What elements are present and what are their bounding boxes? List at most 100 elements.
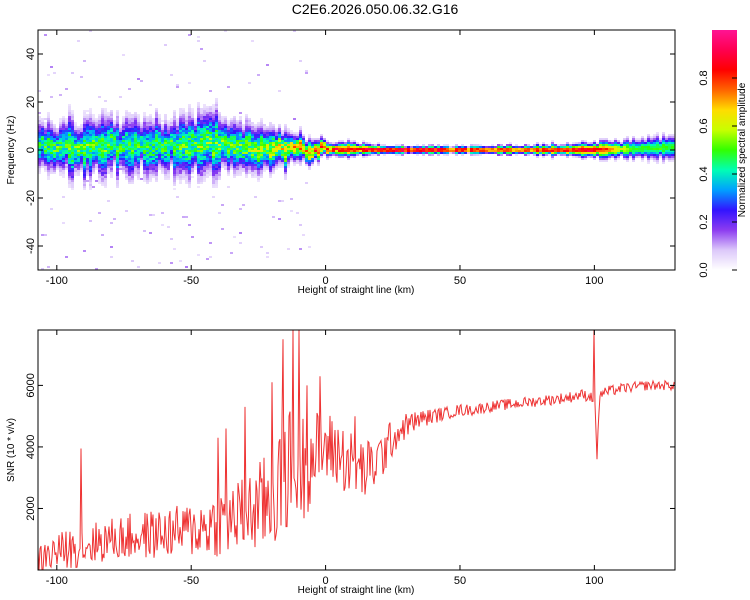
spectrogram-cell xyxy=(242,130,245,132)
spectrogram-cell xyxy=(593,142,596,144)
y-tick-label: 4000 xyxy=(25,435,37,459)
spectrogram-cell xyxy=(320,150,323,152)
spectrogram-cell xyxy=(266,138,269,140)
spectrogram-cell xyxy=(587,142,590,144)
spectrogram-cell xyxy=(434,148,437,150)
spectrogram-cell xyxy=(581,146,584,148)
spectrogram-cell xyxy=(152,158,155,160)
spectrogram-cell xyxy=(89,178,92,180)
spectrogram-cell xyxy=(293,160,296,162)
spectrogram-cell xyxy=(278,142,281,144)
spectrogram-cell xyxy=(194,120,197,122)
spectrogram-cell xyxy=(191,126,194,128)
spectrogram-cell xyxy=(254,142,257,144)
spectrogram-cell xyxy=(158,146,161,148)
spectrogram-cell xyxy=(113,126,116,128)
spectrogram-cell xyxy=(62,124,65,126)
spectrogram-cell xyxy=(521,148,524,150)
spectrogram-cell xyxy=(254,134,257,136)
spectrogram-cell xyxy=(125,112,128,114)
spectrogram-cell xyxy=(107,118,110,120)
spectrogram-cell xyxy=(656,158,659,160)
spectrogram-cell xyxy=(197,114,200,116)
spectrogram-cell xyxy=(110,128,113,130)
spectrogram-cell xyxy=(248,172,251,174)
spectrogram-cell xyxy=(629,144,632,146)
spectrogram-cell xyxy=(197,138,200,140)
spectrogram-cell xyxy=(95,268,98,270)
spectrogram-cell xyxy=(647,144,650,146)
spectrogram-cell xyxy=(83,138,86,140)
spectrogram-cell xyxy=(110,132,113,134)
spectrogram-cell xyxy=(143,114,146,116)
spectrogram-cell xyxy=(203,154,206,156)
spectrogram-cell xyxy=(197,102,200,104)
spectrogram-cell xyxy=(83,110,86,112)
spectrogram-cell xyxy=(257,140,260,142)
spectrogram-cell xyxy=(44,156,47,158)
spectrogram-cell xyxy=(89,30,92,32)
spectrogram-cell xyxy=(203,150,206,152)
spectrogram-cell xyxy=(131,166,134,168)
spectrogram-cell xyxy=(440,148,443,150)
spectrogram-cell xyxy=(203,168,206,170)
spectrogram-cell xyxy=(266,132,269,134)
spectrogram-cell xyxy=(65,140,68,142)
spectrogram-cell xyxy=(359,152,362,154)
spectrogram-cell xyxy=(149,128,152,130)
spectrogram-cell xyxy=(269,158,272,160)
spectrogram-cell xyxy=(473,144,476,146)
spectrogram-cell xyxy=(116,184,119,186)
spectrogram-cell xyxy=(194,158,197,160)
spectrogram-cell xyxy=(239,170,242,172)
spectrogram-cell xyxy=(167,150,170,152)
spectrogram-cell xyxy=(212,110,215,112)
spectrogram-cell xyxy=(497,148,500,150)
spectrogram-cell xyxy=(137,146,140,148)
spectrogram-cell xyxy=(650,156,653,158)
spectrogram-cell xyxy=(512,152,515,154)
spectrogram-cell xyxy=(554,154,557,156)
spectrogram-cell xyxy=(611,142,614,144)
spectrogram-cell xyxy=(113,158,116,160)
spectrogram-cell xyxy=(308,138,311,140)
spectrogram-cell xyxy=(386,148,389,150)
spectrogram-cell xyxy=(251,150,254,152)
spectrogram-cell xyxy=(365,154,368,156)
spectrogram-cell xyxy=(41,140,44,142)
spectrogram-cell xyxy=(155,162,158,164)
spectrogram-cell xyxy=(101,164,104,166)
spectrogram-cell xyxy=(119,128,122,130)
spectrogram-cell xyxy=(362,144,365,146)
spectrogram-cell xyxy=(212,144,215,146)
spectrogram-cell xyxy=(98,176,101,178)
spectrogram-cell xyxy=(197,110,200,112)
spectrogram-cell xyxy=(599,138,602,140)
spectrogram-cell xyxy=(185,170,188,172)
spectrogram-cell xyxy=(239,130,242,132)
spectrogram-cell xyxy=(95,136,98,138)
spectrogram-cell xyxy=(575,146,578,148)
spectrogram-cell xyxy=(143,116,146,118)
spectrogram-cell xyxy=(71,126,74,128)
spectrogram-cell xyxy=(110,170,113,172)
spectrogram-cell xyxy=(116,152,119,154)
spectrogram-cell xyxy=(200,168,203,170)
spectrogram-cell xyxy=(524,152,527,154)
spectrogram-cell xyxy=(86,132,89,134)
spectrogram-cell xyxy=(257,126,260,128)
spectrogram-cell xyxy=(62,150,65,152)
spectrogram-cell xyxy=(128,158,131,160)
spectrogram-cell xyxy=(41,166,44,168)
spectrogram-cell xyxy=(218,212,221,214)
spectrogram-cell xyxy=(191,144,194,146)
spectrogram-cell xyxy=(218,140,221,142)
spectrogram-cell xyxy=(218,154,221,156)
spectrogram-cell xyxy=(242,148,245,150)
spectrogram-cell xyxy=(176,156,179,158)
spectrogram-cell xyxy=(278,156,281,158)
spectrogram-cell xyxy=(98,152,101,154)
spectrogram-cell xyxy=(566,150,569,152)
spectrogram-cell xyxy=(71,122,74,124)
spectrogram-cell xyxy=(122,164,125,166)
